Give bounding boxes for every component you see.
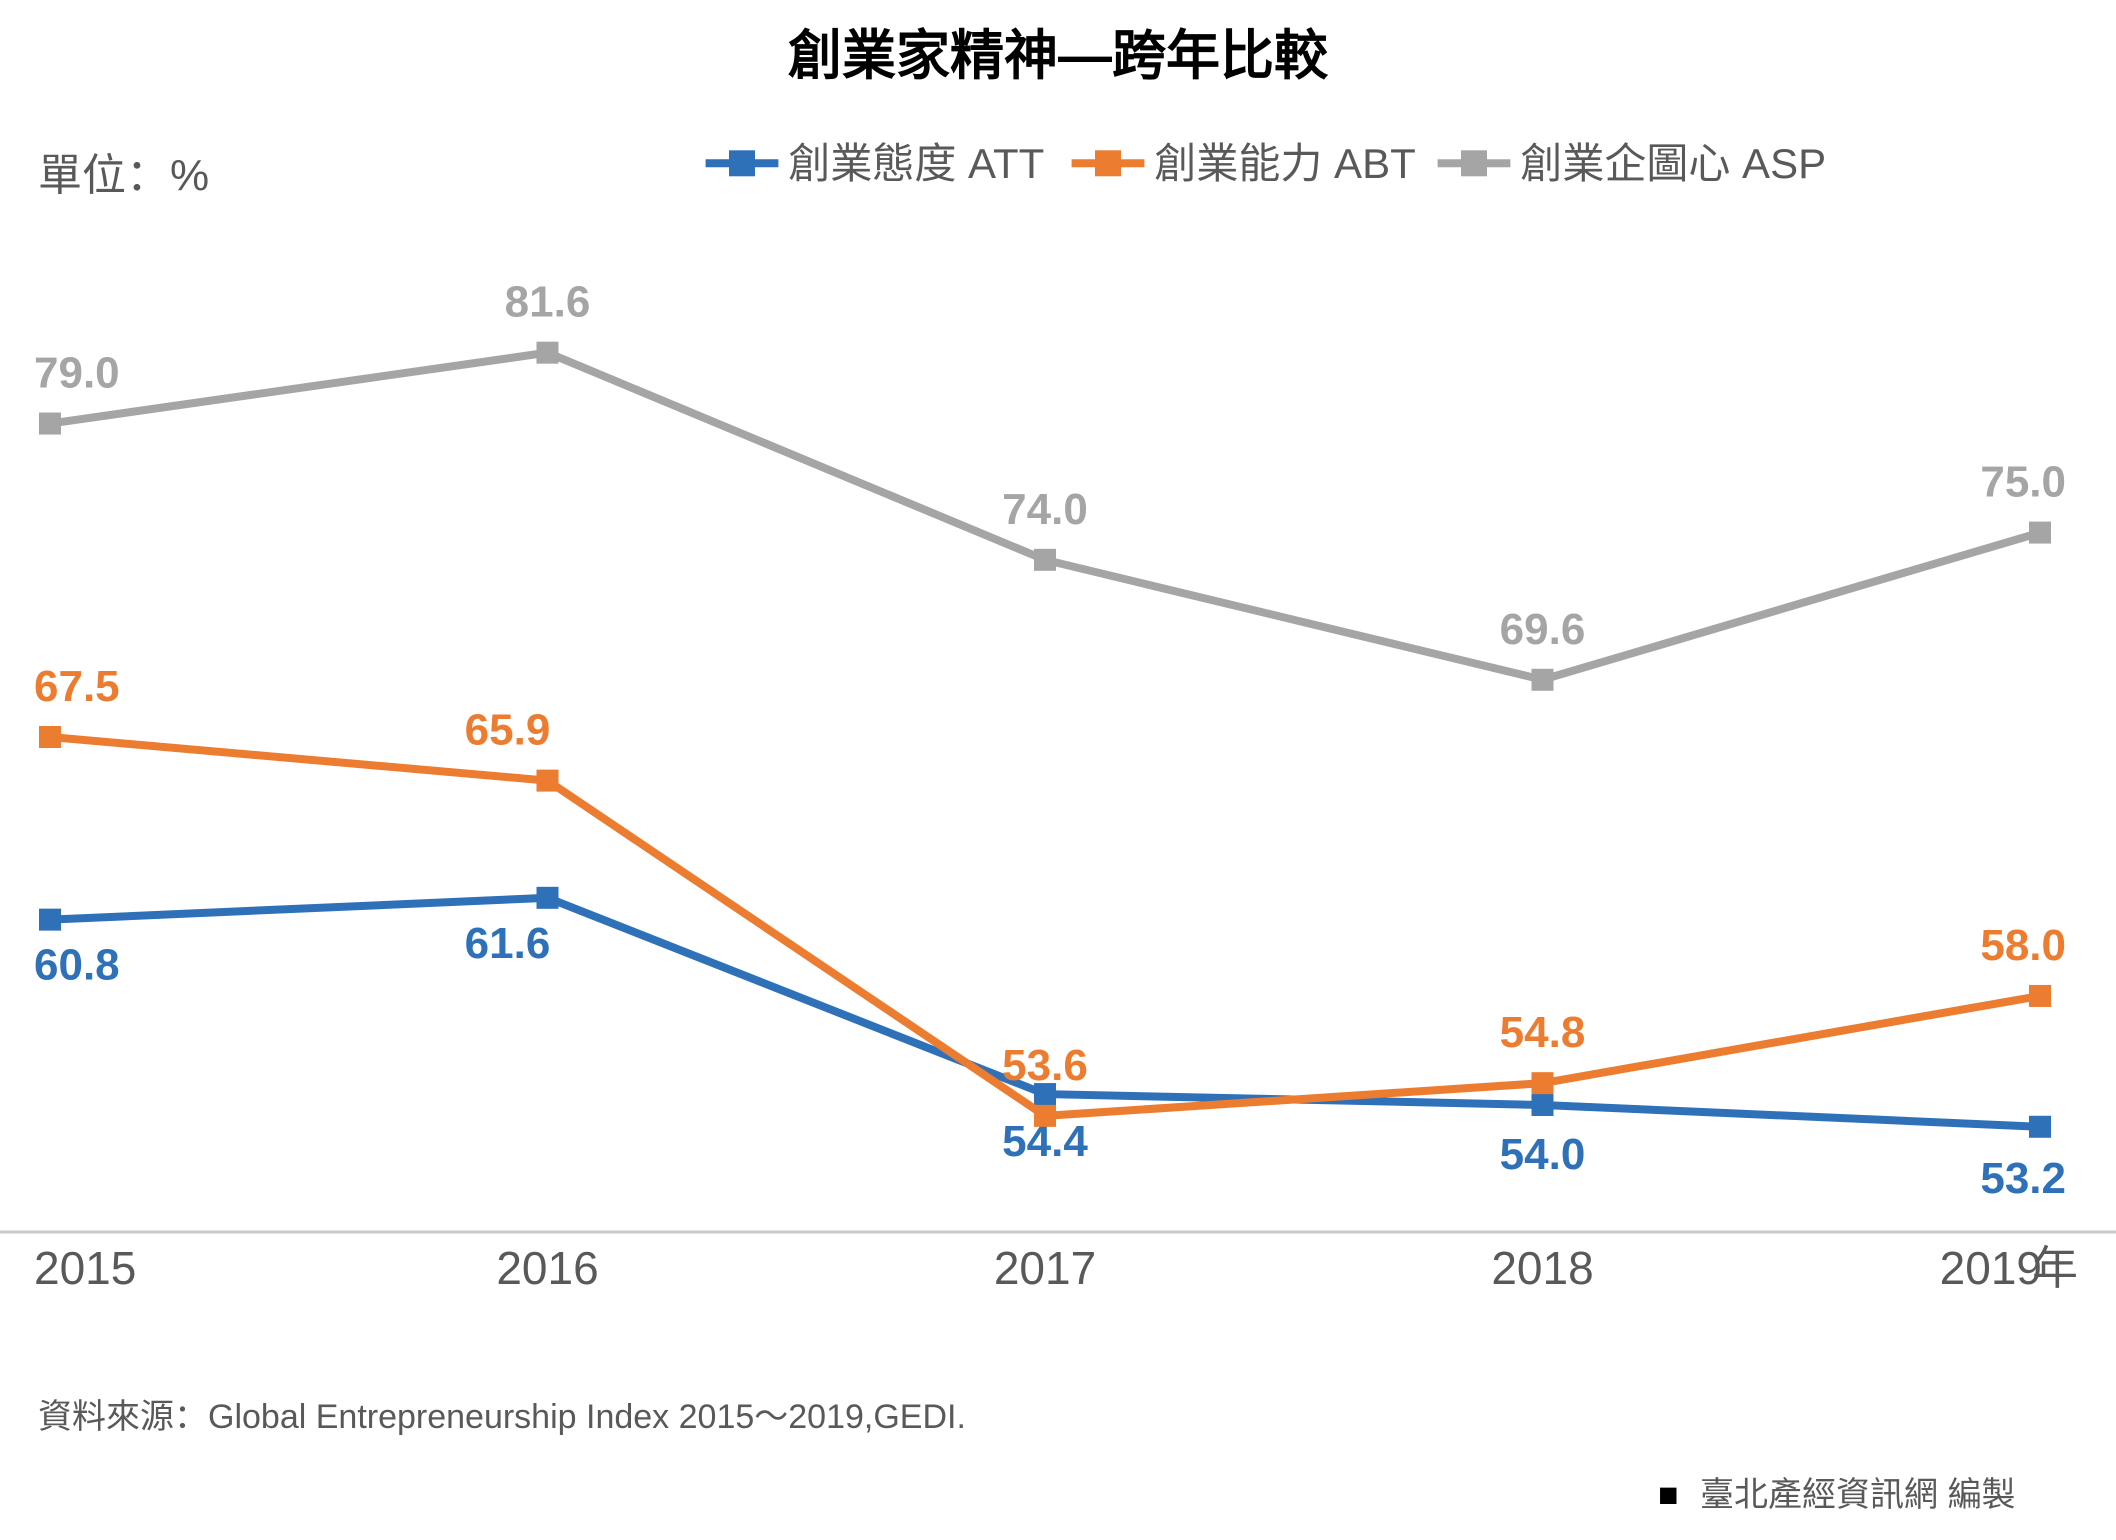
series-marker-1-1 <box>537 770 559 792</box>
x-axis-label-1: 2016 <box>496 1242 598 1294</box>
data-label-1-3: 54.8 <box>1500 1008 1586 1057</box>
series-marker-0-3 <box>1532 1094 1554 1116</box>
x-axis-label-0: 2015 <box>34 1242 136 1294</box>
x-axis-suffix: 年 <box>2032 1242 2078 1294</box>
x-axis-label-2: 2017 <box>994 1242 1096 1294</box>
data-label-2-2: 74.0 <box>1002 485 1088 534</box>
data-label-1-4: 58.0 <box>1980 921 2066 970</box>
series-marker-2-3 <box>1532 669 1554 691</box>
data-label-1-1: 65.9 <box>465 706 551 755</box>
x-axis-label-3: 2018 <box>1491 1242 1593 1294</box>
series-marker-1-4 <box>2029 985 2051 1007</box>
legend-marker-1 <box>1095 150 1121 176</box>
series-marker-0-4 <box>2029 1116 2051 1138</box>
series-marker-0-1 <box>537 887 559 909</box>
series-marker-1-2 <box>1034 1105 1056 1127</box>
data-label-1-0: 67.5 <box>34 662 120 711</box>
data-label-1-2: 53.6 <box>1002 1041 1088 1090</box>
data-label-0-4: 53.2 <box>1980 1154 2066 1203</box>
data-label-0-3: 54.0 <box>1500 1130 1586 1179</box>
series-marker-2-1 <box>537 342 559 364</box>
data-label-2-1: 81.6 <box>505 278 591 327</box>
x-axis-label-4: 2019 <box>1940 1242 2042 1294</box>
data-label-2-0: 79.0 <box>34 349 120 398</box>
series-marker-1-3 <box>1532 1072 1554 1094</box>
credit-label: 臺北產經資訊網 編製 <box>1700 1476 2015 1514</box>
credit-bullet-icon: ■ <box>1658 1476 1679 1514</box>
legend-label-0: 創業態度 ATT <box>788 140 1044 187</box>
data-label-2-4: 75.0 <box>1980 458 2066 507</box>
data-label-0-1: 61.6 <box>465 919 551 968</box>
series-marker-2-0 <box>39 413 61 435</box>
series-marker-1-0 <box>39 726 61 748</box>
chart-container: 創業家精神—跨年比較單位：% 創業態度 ATT 創業能力 ABT 創業企圖心 ASP 2… <box>0 0 2116 1540</box>
series-marker-2-4 <box>2029 522 2051 544</box>
unit-label: 單位：% <box>38 151 209 200</box>
legend-marker-2 <box>1461 150 1487 176</box>
series-marker-0-0 <box>39 909 61 931</box>
legend-label-2: 創業企圖心 ASP <box>1520 140 1826 187</box>
legend-marker-0 <box>729 150 755 176</box>
chart-title: 創業家精神—跨年比較 <box>788 26 1329 86</box>
legend-label-1: 創業能力 ABT <box>1154 140 1415 187</box>
data-label-0-0: 60.8 <box>34 941 120 990</box>
data-label-2-3: 69.6 <box>1500 605 1586 654</box>
series-marker-2-2 <box>1034 549 1056 571</box>
source-label: 資料來源：Global Entrepreneurship Index 2015～… <box>38 1398 966 1436</box>
